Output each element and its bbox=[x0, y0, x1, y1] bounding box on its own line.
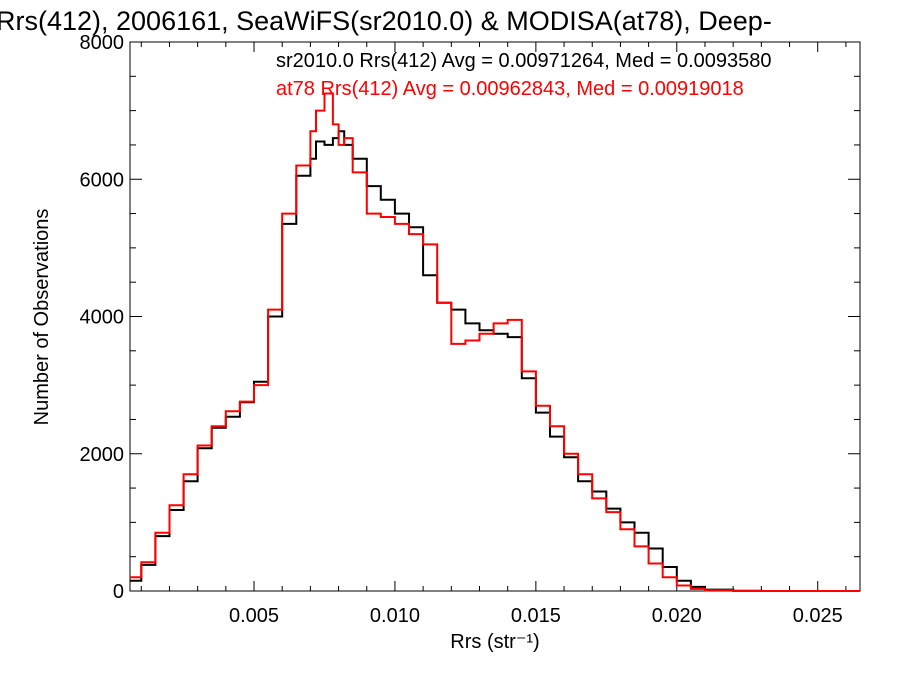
series-layer bbox=[130, 92, 860, 592]
y-axis-label: Number of Observations bbox=[31, 209, 53, 426]
x-axis-ticks: 0.005 0.010 0.015 0.020 0.025 bbox=[140, 42, 847, 627]
chart-title: Rrs(412), 2006161, SeaWiFS(sr2010.0) & M… bbox=[0, 6, 772, 36]
x-tick-label: 0.010 bbox=[370, 605, 420, 627]
y-axis-ticks: 0 2000 4000 6000 8000 bbox=[80, 32, 860, 603]
series-annotation-sr2010: sr2010.0 Rrs(412) Avg = 0.00971264, Med … bbox=[276, 50, 772, 72]
y-tick-label: 2000 bbox=[80, 444, 125, 466]
x-axis-label: Rrs (str⁻¹) bbox=[450, 631, 539, 653]
x-tick-label: 0.025 bbox=[793, 605, 843, 627]
series-line-sr2010-0 bbox=[130, 130, 860, 592]
x-tick-label: 0.020 bbox=[652, 605, 702, 627]
x-tick-label: 0.015 bbox=[511, 605, 561, 627]
y-tick-label: 4000 bbox=[80, 307, 125, 329]
y-tick-label: 0 bbox=[113, 581, 124, 603]
series-line-at78 bbox=[130, 92, 860, 592]
y-tick-label: 6000 bbox=[80, 169, 125, 191]
y-tick-label: 8000 bbox=[80, 32, 125, 54]
plot-border bbox=[129, 41, 861, 592]
plot-frame bbox=[129, 41, 861, 592]
x-tick-label: 0.005 bbox=[229, 605, 279, 627]
series-annotation-at78: at78 Rrs(412) Avg = 0.00962843, Med = 0.… bbox=[276, 78, 744, 100]
